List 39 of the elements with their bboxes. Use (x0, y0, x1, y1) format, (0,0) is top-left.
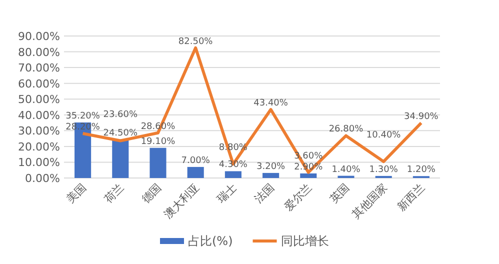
bar (150, 148, 166, 178)
data-label: 3.20% (256, 162, 286, 172)
y-tick-label: 80.00% (18, 46, 60, 59)
y-tick-label: 30.00% (18, 124, 60, 138)
bar (187, 166, 204, 178)
data-label: 19.10% (140, 136, 176, 147)
y-tick-label: 50.00% (18, 93, 60, 106)
y-tick-label: 20.00% (18, 140, 60, 154)
x-tick-label: 荷兰 (102, 180, 127, 206)
x-tick-label: 美国 (64, 180, 89, 206)
y-tick-label: 0.00% (25, 172, 60, 185)
data-label: 24.50% (103, 128, 138, 138)
data-label: 1.20% (406, 165, 436, 176)
legend-label: 占比(%) (188, 234, 233, 248)
data-label: 34.90% (404, 112, 438, 122)
bar (112, 139, 129, 178)
y-tick-label: 70.00% (18, 62, 60, 75)
y-tick-label: 10.00% (18, 156, 60, 170)
data-label: 82.50% (178, 36, 213, 47)
data-label: 4.30% (218, 160, 248, 170)
legend-label: 同比增长 (280, 234, 329, 248)
bar (300, 173, 317, 178)
data-label: 7.00% (181, 156, 210, 166)
x-tick-label: 法国 (252, 180, 277, 206)
data-label: 1.40% (332, 164, 360, 175)
x-tick-label: 瑞士 (214, 180, 240, 206)
y-tick-label: 60.00% (18, 77, 60, 90)
y-tick-label: 40.00% (18, 108, 60, 122)
bar (262, 172, 280, 178)
bar (224, 171, 242, 178)
data-label: 26.80% (328, 124, 364, 135)
x-tick-label: 新西兰 (394, 180, 428, 214)
data-label: 23.60% (103, 110, 138, 120)
data-label: 43.40% (254, 98, 288, 109)
data-label: 1.30% (369, 164, 398, 175)
y-tick-label: 90.00% (18, 30, 60, 43)
x-tick-label: 爱尔兰 (282, 180, 315, 214)
data-label: 10.40% (366, 130, 401, 141)
data-label: 35.20% (66, 111, 100, 122)
